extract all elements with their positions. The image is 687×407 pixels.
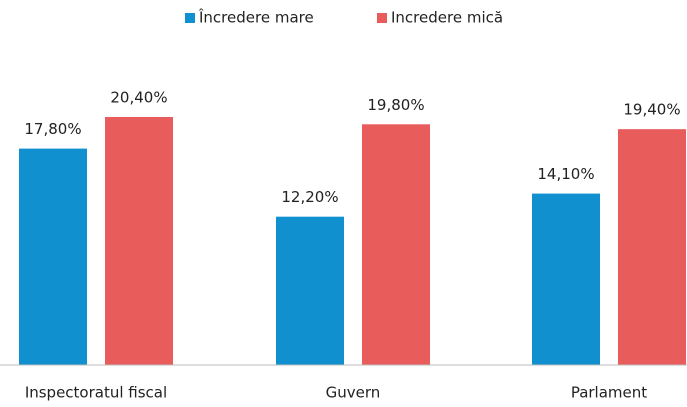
x-tick-label: Guvern bbox=[326, 384, 381, 402]
value-label: 14,10% bbox=[537, 165, 594, 183]
value-label: 20,40% bbox=[110, 89, 167, 107]
legend-swatch bbox=[185, 13, 195, 23]
bar bbox=[532, 193, 600, 365]
legend-label: Incredere mică bbox=[391, 9, 503, 27]
value-label: 19,40% bbox=[623, 101, 680, 119]
x-tick-label: Inspectoratul fiscal bbox=[25, 384, 167, 402]
bar bbox=[618, 129, 686, 365]
bar bbox=[362, 124, 430, 365]
value-label: 17,80% bbox=[24, 120, 81, 138]
value-label: 19,80% bbox=[367, 96, 424, 114]
value-label: 12,20% bbox=[281, 188, 338, 206]
legend-swatch bbox=[377, 13, 387, 23]
bar bbox=[276, 216, 344, 365]
legend-label: Încredere mare bbox=[198, 8, 314, 27]
bar bbox=[105, 117, 173, 365]
bar bbox=[19, 148, 87, 365]
x-tick-label: Parlament bbox=[571, 384, 647, 402]
